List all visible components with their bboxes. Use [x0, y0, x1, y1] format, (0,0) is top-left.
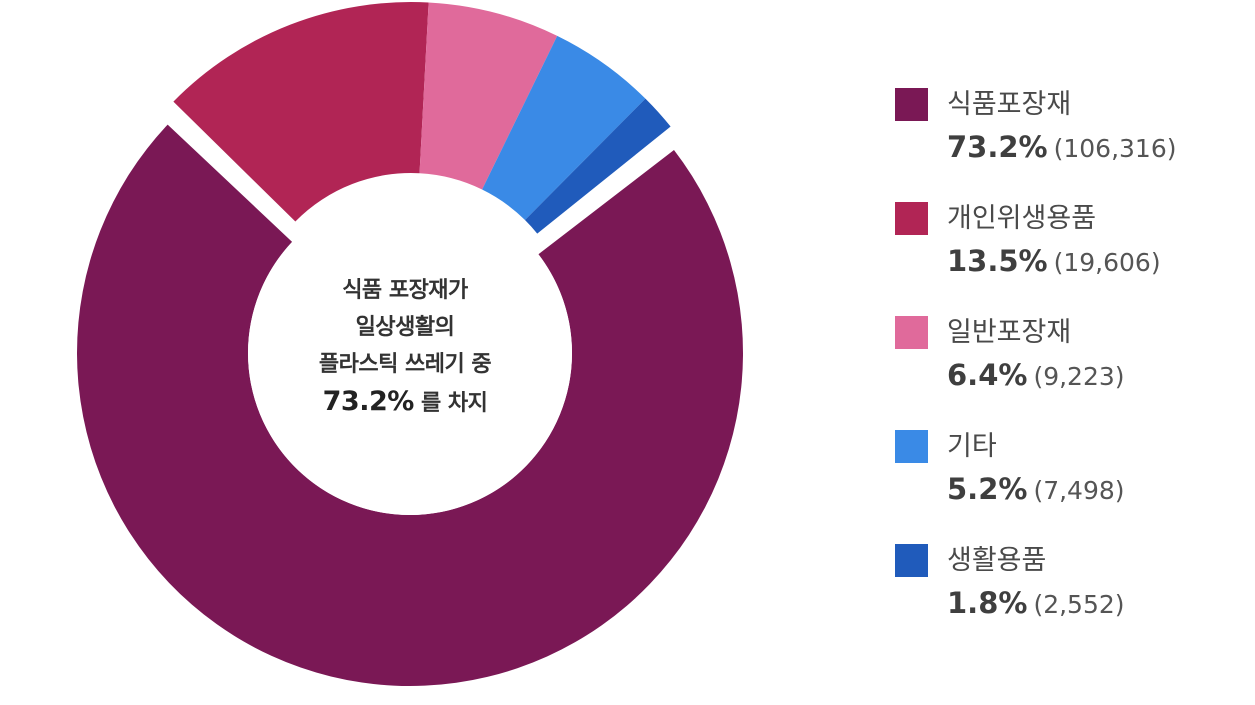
- legend-count: (7,498): [1033, 476, 1125, 505]
- legend-percent: 5.2%: [947, 472, 1028, 506]
- center-line-1: 식품 포장재가: [342, 278, 468, 303]
- center-suffix: 를 차지: [420, 391, 488, 416]
- donut-slice-3: [482, 35, 646, 221]
- donut-slice-0: [77, 124, 744, 686]
- center-line-3: 플라스틱 쓰레기 중: [318, 352, 492, 377]
- legend-label: 식품포장재: [947, 89, 1072, 120]
- donut-hole: [248, 191, 572, 515]
- legend-percent: 73.2%: [947, 130, 1048, 164]
- legend-count: (106,316): [1053, 134, 1177, 163]
- center-highlight-value: 73.2%: [322, 386, 415, 417]
- legend-percent: 6.4%: [947, 358, 1028, 392]
- legend-value: 6.4% (9,223): [947, 358, 1125, 392]
- donut-slice-1: [173, 2, 429, 222]
- legend-label: 생활용품: [947, 545, 1047, 576]
- donut-slices: [77, 2, 744, 686]
- legend-label: 기타: [947, 431, 997, 462]
- legend-swatch: [895, 202, 928, 235]
- legend-percent: 1.8%: [947, 586, 1028, 620]
- donut-chart: [77, 2, 744, 686]
- center-line-4: 73.2% 를 차지: [260, 383, 550, 422]
- legend-value: 73.2% (106,316): [947, 130, 1177, 164]
- donut-slice-2: [419, 2, 558, 190]
- center-annotation: 식품 포장재가 일상생활의 플라스틱 쓰레기 중 73.2% 를 차지: [260, 272, 550, 422]
- legend-value: 1.8% (2,552): [947, 586, 1125, 620]
- legend-count: (19,606): [1053, 248, 1161, 277]
- legend-swatch: [895, 88, 928, 121]
- legend-count: (2,552): [1033, 590, 1125, 619]
- donut-slice-4: [524, 98, 671, 234]
- legend-swatch: [895, 316, 928, 349]
- legend-swatch: [895, 544, 928, 577]
- legend-label: 개인위생용품: [947, 203, 1097, 234]
- legend-value: 5.2% (7,498): [947, 472, 1125, 506]
- center-line-2: 일상생활의: [355, 315, 455, 340]
- legend-swatch: [895, 430, 928, 463]
- legend-percent: 13.5%: [947, 244, 1048, 278]
- legend-label: 일반포장재: [947, 317, 1072, 348]
- legend-count: (9,223): [1033, 362, 1125, 391]
- legend-value: 13.5% (19,606): [947, 244, 1161, 278]
